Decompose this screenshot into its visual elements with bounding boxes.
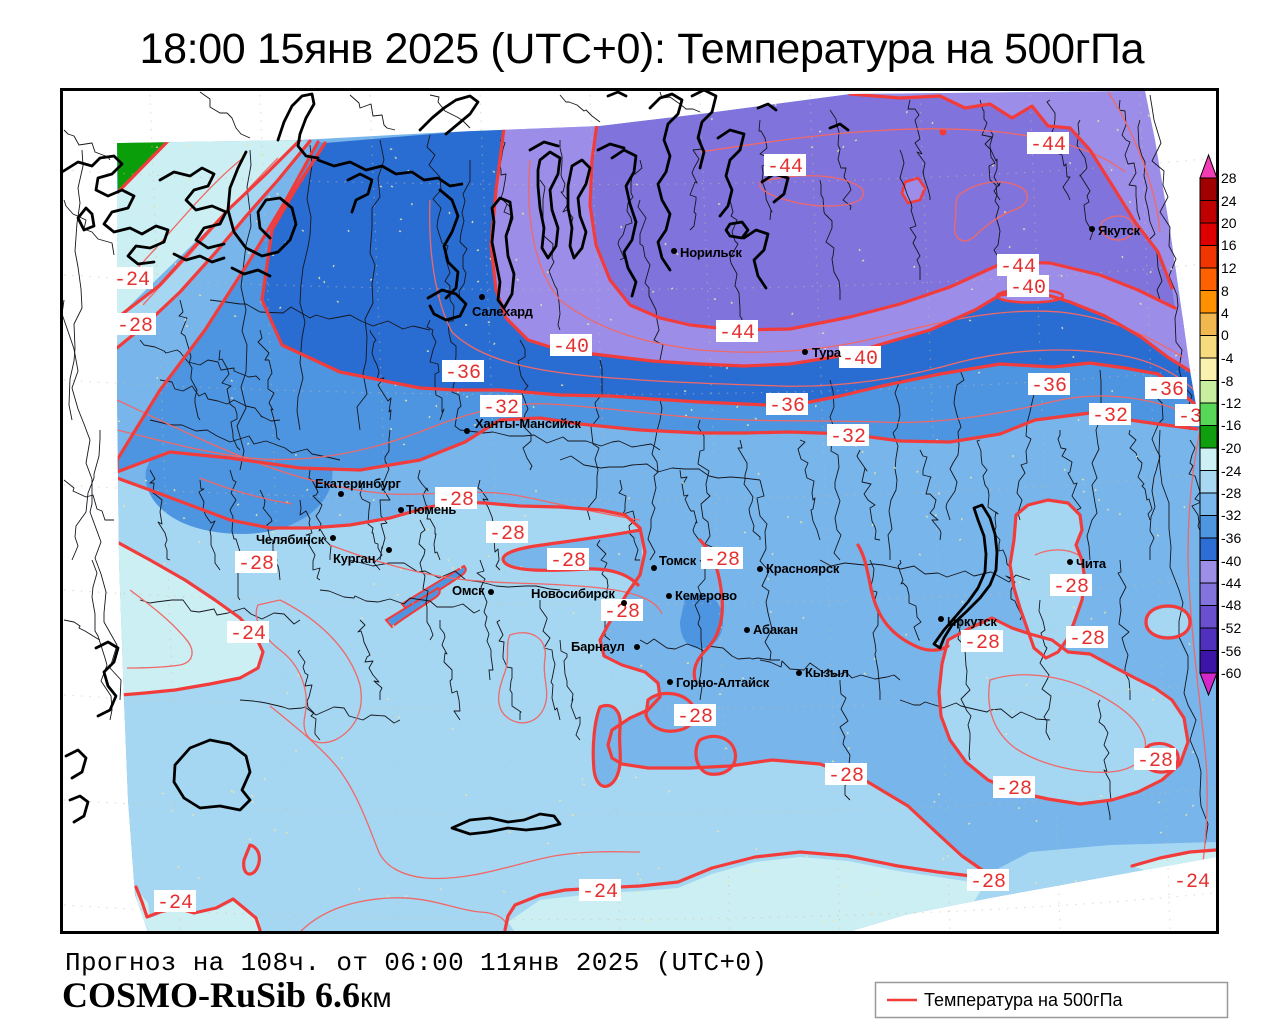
svg-text:-44: -44: [767, 156, 803, 179]
svg-text:18:00 15янв 2025 (UTC+0): Темп: 18:00 15янв 2025 (UTC+0): Температура на…: [140, 25, 1145, 73]
svg-text:Иркутск: Иркутск: [947, 614, 997, 629]
svg-text:-12: -12: [1221, 395, 1241, 411]
svg-text:Барнаул: Барнаул: [571, 639, 625, 654]
svg-text:-36: -36: [1148, 379, 1184, 402]
svg-text:-32: -32: [1092, 405, 1128, 428]
svg-text:-44: -44: [1221, 575, 1241, 591]
svg-text:-28: -28: [1069, 628, 1105, 651]
svg-text:-28: -28: [677, 706, 713, 729]
svg-text:Тура: Тура: [812, 345, 842, 360]
svg-text:8: 8: [1221, 283, 1229, 299]
svg-text:Якутск: Якутск: [1098, 223, 1141, 238]
svg-text:-32: -32: [483, 397, 519, 420]
svg-text:-44: -44: [719, 322, 755, 345]
svg-text:-24: -24: [230, 623, 266, 646]
svg-text:Температура на 500гПа: Температура на 500гПа: [924, 990, 1124, 1010]
svg-text:-28: -28: [238, 553, 274, 576]
svg-text:24: 24: [1221, 193, 1237, 209]
svg-text:-24: -24: [114, 269, 150, 292]
svg-text:-36: -36: [1221, 530, 1241, 546]
svg-text:-48: -48: [1221, 597, 1241, 613]
svg-text:-52: -52: [1221, 620, 1241, 636]
svg-text:Чита: Чита: [1076, 556, 1107, 571]
svg-text:Новосибирск: Новосибирск: [531, 586, 615, 601]
svg-text:-28: -28: [704, 549, 740, 572]
svg-text:-44: -44: [1030, 134, 1066, 157]
svg-text:12: 12: [1221, 260, 1237, 276]
svg-text:-32: -32: [830, 426, 866, 449]
svg-text:-8: -8: [1221, 373, 1234, 389]
svg-text:Тюмень: Тюмень: [406, 502, 456, 517]
svg-text:Красноярск: Красноярск: [766, 561, 840, 576]
svg-text:Горно-Алтайск: Горно-Алтайск: [676, 675, 770, 690]
svg-text:-28: -28: [964, 632, 1000, 655]
svg-text:Норильск: Норильск: [680, 245, 742, 260]
svg-text:Ханты-Мансийск: Ханты-Мансийск: [475, 416, 581, 431]
svg-text:Екатеринбург: Екатеринбург: [315, 476, 401, 491]
svg-text:Омск: Омск: [452, 583, 485, 598]
svg-text:-16: -16: [1221, 417, 1241, 433]
svg-text:Кызыл: Кызыл: [805, 665, 849, 680]
svg-text:Челябинск: Челябинск: [256, 532, 325, 547]
svg-text:-24: -24: [582, 881, 618, 904]
svg-text:Кемерово: Кемерово: [675, 588, 737, 603]
svg-text:-32: -32: [1221, 507, 1241, 523]
svg-text:28: 28: [1221, 170, 1237, 186]
svg-text:0: 0: [1221, 327, 1229, 343]
svg-text:-28: -28: [828, 765, 864, 788]
svg-text:4: 4: [1221, 305, 1229, 321]
svg-text:-36: -36: [445, 362, 481, 385]
svg-text:-24: -24: [1221, 463, 1241, 479]
svg-text:-44: -44: [1000, 256, 1036, 279]
svg-text:-28: -28: [438, 489, 474, 512]
svg-text:-28: -28: [550, 550, 586, 573]
svg-text:-40: -40: [842, 348, 878, 371]
svg-text:-20: -20: [1221, 440, 1241, 456]
svg-text:20: 20: [1221, 215, 1237, 231]
svg-text:Салехард: Салехард: [472, 304, 534, 319]
svg-text:-28: -28: [970, 871, 1006, 894]
svg-text:-40: -40: [1010, 277, 1046, 300]
svg-text:-60: -60: [1221, 665, 1241, 681]
svg-text:-36: -36: [1031, 375, 1067, 398]
svg-text:-28: -28: [489, 523, 525, 546]
svg-text:Прогноз на 108ч. от 06:00 11ян: Прогноз на 108ч. от 06:00 11янв 2025 (UT…: [65, 948, 767, 978]
svg-text:-36: -36: [769, 395, 805, 418]
svg-text:-28: -28: [117, 315, 153, 338]
svg-text:-40: -40: [553, 336, 589, 359]
svg-text:-40: -40: [1221, 553, 1241, 569]
svg-text:-28: -28: [1137, 750, 1173, 773]
svg-text:COSMO-RuSib 6.6км: COSMO-RuSib 6.6км: [62, 975, 392, 1015]
svg-text:-24: -24: [157, 892, 193, 915]
svg-text:-28: -28: [604, 601, 640, 624]
svg-text:Абакан: Абакан: [753, 622, 798, 637]
svg-text:Томск: Томск: [659, 553, 697, 568]
svg-text:-56: -56: [1221, 643, 1241, 659]
svg-text:-28: -28: [996, 778, 1032, 801]
svg-text:-28: -28: [1221, 485, 1241, 501]
svg-text:-4: -4: [1221, 350, 1234, 366]
svg-text:-24: -24: [1174, 871, 1210, 894]
svg-text:Курган: Курган: [333, 551, 375, 566]
svg-text:16: 16: [1221, 237, 1237, 253]
svg-text:-28: -28: [1053, 576, 1089, 599]
